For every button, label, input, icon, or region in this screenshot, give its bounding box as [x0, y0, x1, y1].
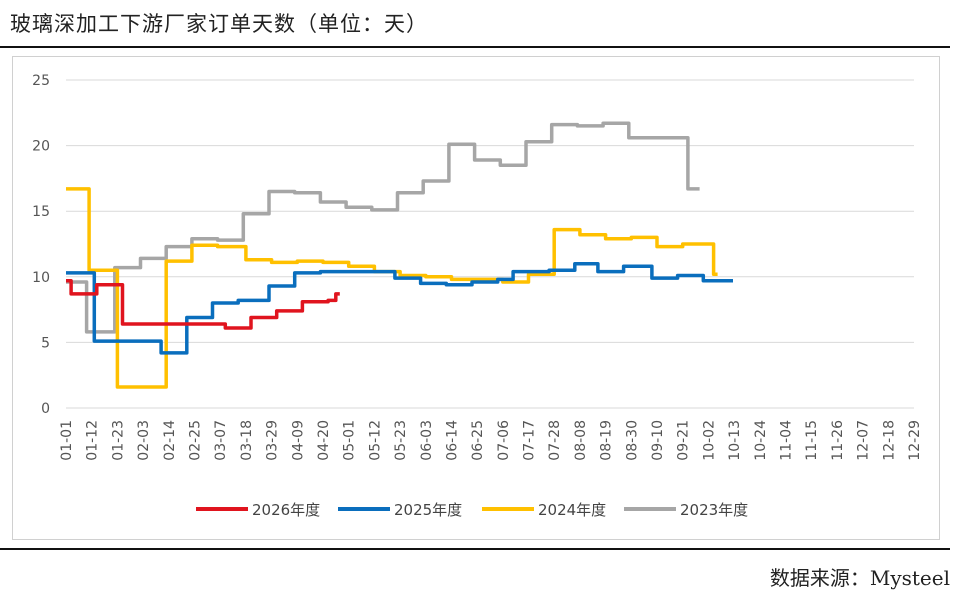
series-lines — [66, 121, 733, 389]
x-tick-label: 11-04 — [779, 420, 795, 461]
x-tick-label: 01-12 — [85, 420, 101, 461]
series-line-2023年度 — [66, 121, 700, 334]
bottom-rule — [0, 548, 950, 550]
x-tick-label: 05-23 — [393, 420, 409, 461]
legend-label: 2024年度 — [538, 501, 606, 519]
x-tick-label: 02-25 — [187, 420, 203, 461]
y-tick-label: 15 — [32, 204, 50, 220]
x-tick-label: 02-14 — [162, 420, 178, 461]
chart-title: 玻璃深加工下游厂家订单天数（单位：天） — [10, 12, 428, 36]
y-tick-label: 20 — [32, 139, 50, 155]
y-tick-label: 25 — [32, 73, 50, 89]
x-tick-label: 12-07 — [856, 420, 872, 461]
x-tick-label: 03-07 — [213, 420, 229, 461]
x-tick-label: 03-29 — [265, 420, 281, 461]
x-tick-label: 05-12 — [367, 420, 383, 461]
x-tick-label: 01-01 — [59, 420, 75, 461]
x-tick-label: 08-30 — [624, 420, 640, 461]
x-tick-label: 12-18 — [881, 420, 897, 461]
x-tick-label: 04-09 — [290, 420, 306, 461]
x-tick-label: 08-08 — [573, 420, 589, 461]
x-tick-label: 07-06 — [496, 420, 512, 461]
x-tick-label: 06-25 — [470, 420, 486, 461]
x-tick-label: 05-01 — [342, 420, 358, 461]
x-tick-label: 03-18 — [239, 420, 255, 461]
x-tick-label: 07-28 — [547, 420, 563, 461]
series-line-2025年度 — [66, 261, 733, 355]
x-tick-label: 09-21 — [676, 420, 692, 461]
x-tick-label: 06-03 — [419, 420, 435, 461]
y-tick-label: 5 — [41, 335, 50, 351]
series-line-2024年度 — [66, 187, 718, 389]
x-tick-label: 07-17 — [522, 420, 538, 461]
x-tick-label: 09-10 — [650, 420, 666, 461]
x-tick-label: 11-26 — [830, 420, 846, 461]
x-tick-label: 06-14 — [444, 420, 460, 461]
legend: 2026年度 2025年度 2024年度 2023年度 — [196, 501, 748, 519]
legend-label: 2025年度 — [394, 501, 462, 519]
x-axis-ticks: 01-01 01-12 01-23 02-03 02-14 02-25 03-07 03-18… — [59, 420, 923, 461]
x-tick-label: 10-13 — [727, 420, 743, 461]
x-tick-label: 12-29 — [907, 420, 923, 461]
chart-frame — [12, 56, 940, 540]
y-tick-label: 0 — [41, 401, 50, 417]
x-tick-label: 02-03 — [136, 420, 152, 461]
x-tick-label: 04-20 — [316, 420, 332, 461]
top-rule — [0, 46, 950, 48]
legend-label: 2023年度 — [680, 501, 748, 519]
grid-lines — [66, 79, 914, 409]
x-tick-label: 10-02 — [701, 420, 717, 461]
y-tick-label: 10 — [32, 270, 50, 286]
source-note: 数据来源：Mysteel — [769, 566, 950, 590]
y-axis-ticks: 0 5 10 15 20 25 — [32, 73, 50, 417]
x-tick-label: 11-15 — [804, 420, 820, 461]
x-tick-label: 10-24 — [753, 420, 769, 461]
x-tick-label: 08-19 — [599, 420, 615, 461]
series-line-2026年度 — [66, 278, 340, 330]
x-tick-label: 01-23 — [110, 420, 126, 461]
legend-label: 2026年度 — [252, 501, 320, 519]
